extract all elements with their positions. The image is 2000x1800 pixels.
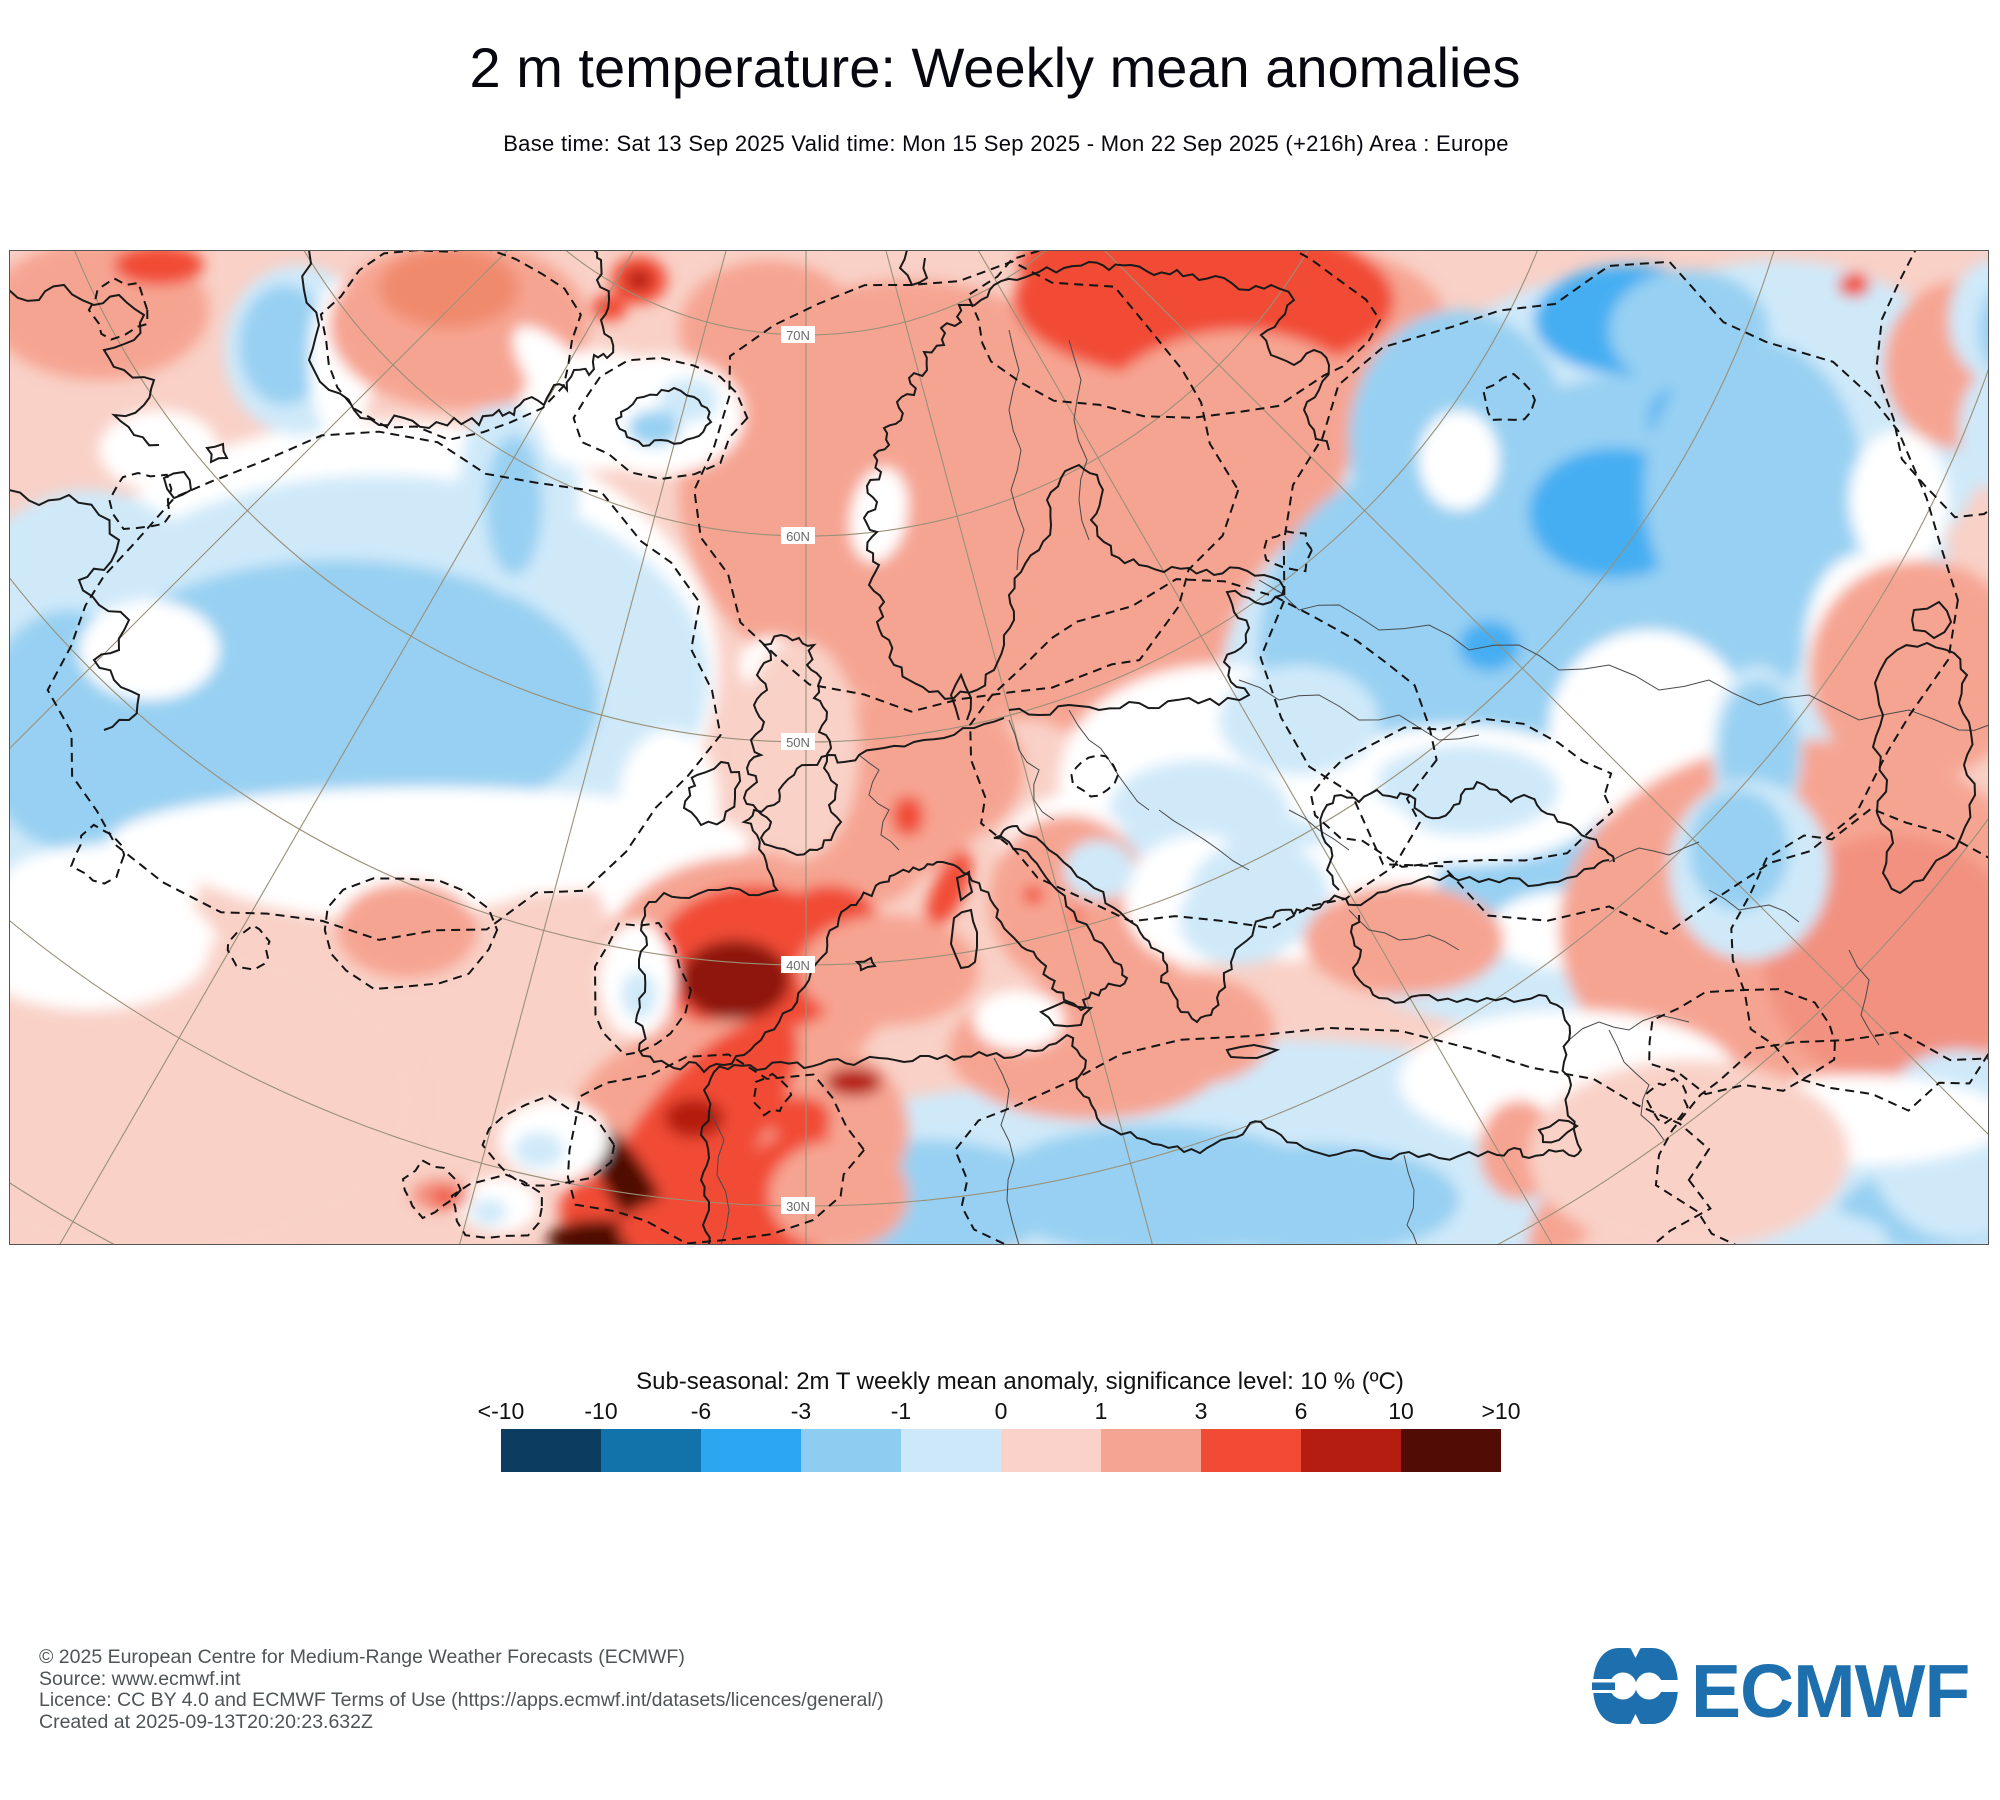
svg-text:30N: 30N <box>786 1199 810 1214</box>
svg-text:50N: 50N <box>786 735 810 750</box>
svg-text:60N: 60N <box>786 529 810 544</box>
svg-text:40N: 40N <box>786 958 810 973</box>
svg-text:70N: 70N <box>786 328 810 343</box>
svg-text:ECMWF: ECMWF <box>1691 1649 1969 1727</box>
